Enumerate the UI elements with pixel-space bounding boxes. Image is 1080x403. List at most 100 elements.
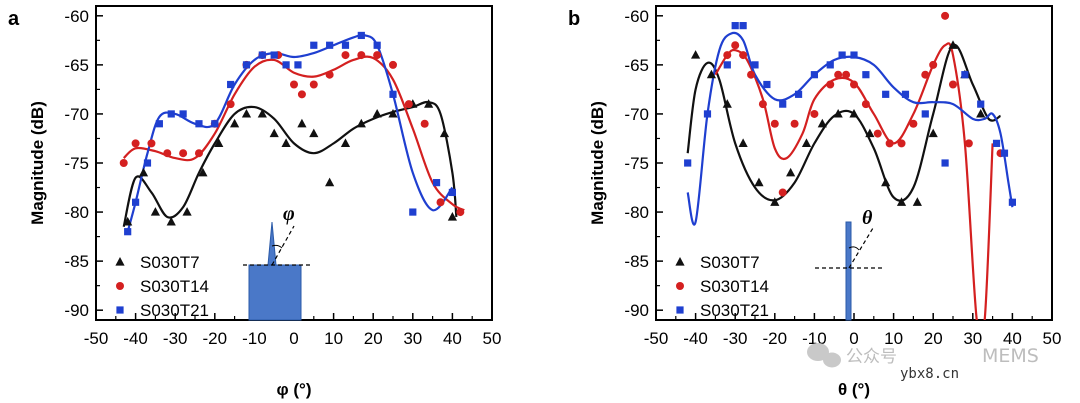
data-point-s030t21 [684,159,692,167]
data-point-s030t14 [163,149,172,158]
data-point-s030t7 [786,167,796,177]
data-point-s030t14 [778,188,787,197]
x-tick-label: 10 [884,329,903,348]
data-point-s030t21 [862,71,870,79]
data-point-s030t21 [751,61,759,69]
data-point-s030t7 [817,118,827,128]
data-point-s030t14 [147,139,156,148]
legend-label: S030T21 [700,301,769,320]
inset-angle-symbol-b: θ [862,207,873,229]
x-tick-label: 20 [924,329,943,348]
data-point-s030t21 [389,90,397,98]
y-tick-label: -90 [624,301,649,320]
watermark-chinese: 公众号 [846,347,897,367]
data-point-s030t7 [912,197,922,206]
x-axis-title-a: φ (°) [276,380,311,399]
x-axis-title-b: θ (°) [838,380,870,399]
data-point-s030t7 [388,108,398,118]
panel-label-a: a [8,8,20,30]
legend-item-s030t14: S030T14 [676,277,769,296]
chart-panel-a: a -50 -40 -30 -20 -10 0 10 20 30 40 50 -60 -65 -70 -7… [8,5,502,399]
data-point-s030t7 [182,207,192,216]
chart-panel-b: b -50 -40 -30 -20 -10 0 10 20 30 40 50 -60-65-70-7… [568,5,1062,399]
legend-marker-s030t21 [116,306,124,314]
inset-beam-a [267,221,277,266]
data-point-s030t21 [373,41,381,49]
data-point-s030t14 [404,100,413,109]
data-point-s030t21 [282,61,290,69]
data-point-s030t7 [214,138,224,147]
data-point-s030t21 [1008,198,1016,206]
data-point-s030t14 [861,100,870,109]
data-point-s030t7 [281,138,291,147]
data-point-s030t14 [810,109,819,118]
legend-b: S030T7 S030T14 S030T21 [675,253,769,320]
wechat-icon [807,343,841,368]
data-point-s030t21 [409,208,417,216]
data-point-s030t21 [850,51,858,59]
data-point-s030t7 [722,99,732,108]
series-s030t7 [691,40,986,206]
data-point-s030t7 [928,128,938,138]
data-point-s030t21 [810,71,818,79]
axis-ticks-a [95,15,493,320]
inset-angle-line-a [271,225,295,266]
data-point-s030t21 [132,198,140,206]
data-point-s030t7 [356,118,366,128]
data-point-s030t14 [921,70,930,79]
y-tick-label: -90 [64,301,89,320]
data-point-s030t21 [155,120,163,128]
data-point-s030t21 [992,139,1001,147]
series-s030t21 [684,22,1016,206]
data-point-s030t14 [929,60,938,69]
data-point-s030t21 [432,179,441,187]
x-tick-label: -20 [763,329,788,348]
series-s030t14 [119,51,465,217]
data-point-s030t21 [294,61,302,69]
data-point-s030t14 [826,80,835,89]
data-point-s030t21 [211,120,219,128]
data-point-s030t14 [290,80,298,89]
x-tick-label: 50 [1043,329,1062,348]
data-point-s030t14 [357,51,366,60]
y-tick-label: -85 [624,252,649,271]
data-point-s030t7 [230,118,240,128]
y-tick-label: -85 [64,252,89,271]
data-point-s030t21 [227,80,235,89]
legend-label: S030T14 [700,277,769,296]
data-point-s030t14 [179,149,188,158]
x-tick-label: -30 [163,329,188,348]
x-tick-label: 30 [963,329,982,348]
data-point-s030t14 [226,100,235,109]
data-point-s030t21 [357,31,365,40]
y-axis-title-b: Magnitude (dB) [588,101,607,225]
data-point-s030t7 [372,108,382,118]
y-tick-label: -75 [624,154,649,173]
legend-item-s030t21: S030T21 [676,301,769,320]
data-point-s030t14 [941,11,950,20]
data-point-s030t7 [166,216,176,226]
legend-label: S030T14 [140,277,209,296]
y-tick-labels-b: -60 -65 -70 -75 -80 -85 -90 [624,7,649,320]
data-points-a [119,31,465,236]
x-tick-label: 50 [483,329,502,348]
data-point-s030t21 [838,51,846,59]
data-point-s030t7 [896,197,907,206]
data-point-s030t14 [436,198,445,207]
data-point-s030t14 [341,51,350,60]
data-point-s030t7 [340,138,351,147]
data-point-s030t14 [758,100,767,109]
inset-beam-b [845,221,852,321]
data-point-s030t7 [123,216,133,226]
x-tick-label: -10 [242,329,267,348]
data-point-s030t21 [977,100,985,108]
legend-marker-s030t7 [675,257,685,266]
data-point-s030t21 [826,61,834,69]
data-point-s030t7 [865,128,875,138]
data-point-s030t21 [1000,149,1009,157]
data-point-s030t21 [921,110,929,118]
data-point-s030t7 [976,108,986,118]
data-point-s030t7 [770,197,780,206]
data-point-s030t14 [842,70,851,79]
watermark: 公众号 MEMS ybx8.cn [807,343,1039,382]
